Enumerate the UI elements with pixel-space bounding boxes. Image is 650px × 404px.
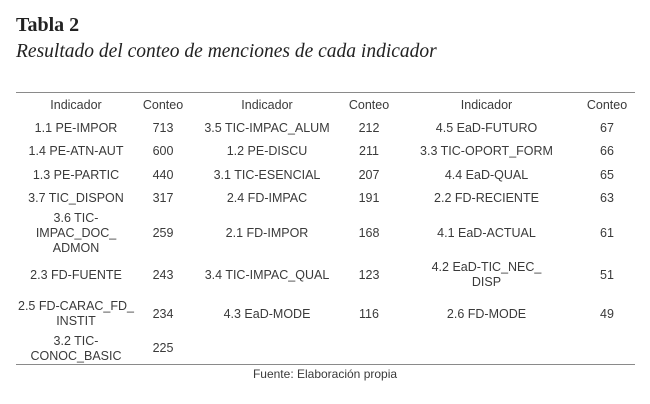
cell-indicador-2: 2.4 FD-IMPAC xyxy=(226,191,308,206)
table-row: 2.3 FD-FUENTE 243 3.4 TIC-IMPAC_QUAL 123 4.2… xyxy=(16,256,635,295)
cell-indicador-3: 4.1 EaD-ACTUAL xyxy=(437,225,536,240)
cell-conteo-3: 61 xyxy=(600,225,614,240)
header-conteo-3: Conteo xyxy=(586,98,628,112)
table-row: 3.7 TIC_DISPON 317 2.4 FD-IMPAC 191 2.2 FD-R… xyxy=(16,187,635,211)
indicator-count-table: Indicador Conteo Indicador Conteo Indica… xyxy=(16,92,635,365)
table-header-row: Indicador Conteo Indicador Conteo Indica… xyxy=(16,93,635,118)
cell-conteo-3: 65 xyxy=(600,167,614,182)
table-row: 2.5 FD-CARAC_FD_ INSTIT 234 4.3 EaD-MODE 116… xyxy=(16,295,635,334)
cell-indicador-1: 3.2 TIC-CONOC_BASIC xyxy=(30,333,122,363)
cell-indicador-3 xyxy=(394,334,579,365)
cell-conteo-1: 225 xyxy=(152,341,174,355)
cell-conteo-3: 66 xyxy=(600,144,614,159)
header-conteo-1: Conteo xyxy=(142,98,184,112)
cell-indicador-1: 2.5 FD-CARAC_FD_ INSTIT xyxy=(18,299,134,328)
cell-conteo-1: 259 xyxy=(152,225,174,240)
table-source-note: Fuente: Elaboración propia xyxy=(252,367,398,381)
cell-conteo-3: 63 xyxy=(600,191,614,206)
cell-conteo-1: 440 xyxy=(152,167,174,182)
cell-conteo-2: 116 xyxy=(359,306,379,321)
cell-indicador-3: 2.2 FD-RECIENTE xyxy=(434,191,539,206)
cell-indicador-2: 3.1 TIC-ESENCIAL xyxy=(213,167,321,182)
cell-conteo-3: 49 xyxy=(600,306,614,321)
cell-conteo-2: 168 xyxy=(358,225,380,240)
table-title: Tabla 2 xyxy=(16,14,80,36)
cell-indicador-3: 2.6 FD-MODE xyxy=(446,306,527,321)
cell-conteo-3 xyxy=(579,334,635,365)
cell-conteo-1: 317 xyxy=(152,191,174,206)
cell-indicador-1: 3.6 TIC-IMPAC_DOC_ ADMON xyxy=(35,210,117,255)
cell-conteo-1: 713 xyxy=(152,121,174,135)
cell-conteo-2: 207 xyxy=(358,167,380,182)
table-row: 1.4 PE-ATN-AUT 600 1.2 PE-DISCU 211 3.3 TIC-… xyxy=(16,140,635,164)
cell-indicador-1: 1.3 PE-PARTIC xyxy=(32,167,120,182)
cell-conteo-1: 234 xyxy=(152,306,174,321)
cell-indicador-2: 2.1 FD-IMPOR xyxy=(225,225,309,240)
cell-indicador-1: 1.1 PE-IMPOR xyxy=(34,121,118,135)
header-indicador-2: Indicador xyxy=(241,98,293,112)
cell-indicador-2: 3.4 TIC-IMPAC_QUAL xyxy=(204,267,330,282)
cell-indicador-2 xyxy=(190,334,344,365)
table-body: 1.1 PE-IMPOR 713 3.5 TIC-IMPAC_ALUM 212 4.5 … xyxy=(16,117,635,364)
header-indicador-1: Indicador xyxy=(50,98,102,112)
header-conteo-2: Conteo xyxy=(348,98,390,112)
cell-conteo-3: 51 xyxy=(600,267,614,282)
cell-indicador-3: 4.5 EaD-FUTURO xyxy=(435,121,538,135)
cell-indicador-3: 3.3 TIC-OPORT_FORM xyxy=(420,144,553,159)
cell-indicador-1: 3.7 TIC_DISPON xyxy=(28,191,124,206)
cell-conteo-2: 212 xyxy=(358,121,380,135)
cell-conteo-2: 191 xyxy=(358,191,380,206)
header-indicador-3: Indicador xyxy=(460,98,513,112)
table-row: 3.6 TIC-IMPAC_DOC_ ADMON 259 2.1 FD-IMPOR 16… xyxy=(16,211,635,256)
cell-indicador-2: 4.3 EaD-MODE xyxy=(223,306,311,321)
cell-conteo-1: 243 xyxy=(152,267,174,282)
table-row: 3.2 TIC-CONOC_BASIC 225 xyxy=(16,334,635,365)
table-row: 1.3 PE-PARTIC 440 3.1 TIC-ESENCIAL 207 4.4 E… xyxy=(16,164,635,188)
cell-conteo-1: 600 xyxy=(152,144,174,159)
cell-conteo-2 xyxy=(344,334,394,365)
cell-conteo-2: 123 xyxy=(358,267,380,282)
cell-indicador-3: 4.4 EaD-QUAL xyxy=(444,167,529,182)
cell-indicador-2: 3.5 TIC-IMPAC_ALUM xyxy=(204,121,330,135)
cell-indicador-2: 1.2 PE-DISCU xyxy=(226,144,308,159)
cell-indicador-1: 1.4 PE-ATN-AUT xyxy=(28,144,124,159)
cell-indicador-3: 4.2 EaD-TIC_NEC_ DISP xyxy=(431,260,542,289)
cell-conteo-3: 67 xyxy=(600,121,614,135)
table-row: 1.1 PE-IMPOR 713 3.5 TIC-IMPAC_ALUM 212 4.5 … xyxy=(16,117,635,140)
cell-conteo-2: 211 xyxy=(359,144,379,159)
table-subtitle: Resultado del conteo de menciones de cad… xyxy=(16,41,437,62)
cell-indicador-1: 2.3 FD-FUENTE xyxy=(30,267,122,282)
